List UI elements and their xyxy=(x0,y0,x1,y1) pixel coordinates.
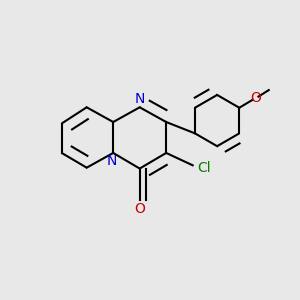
Text: Cl: Cl xyxy=(197,161,211,175)
Text: O: O xyxy=(134,202,145,216)
Text: O: O xyxy=(250,91,261,105)
Text: N: N xyxy=(134,92,145,106)
Text: N: N xyxy=(106,154,117,168)
